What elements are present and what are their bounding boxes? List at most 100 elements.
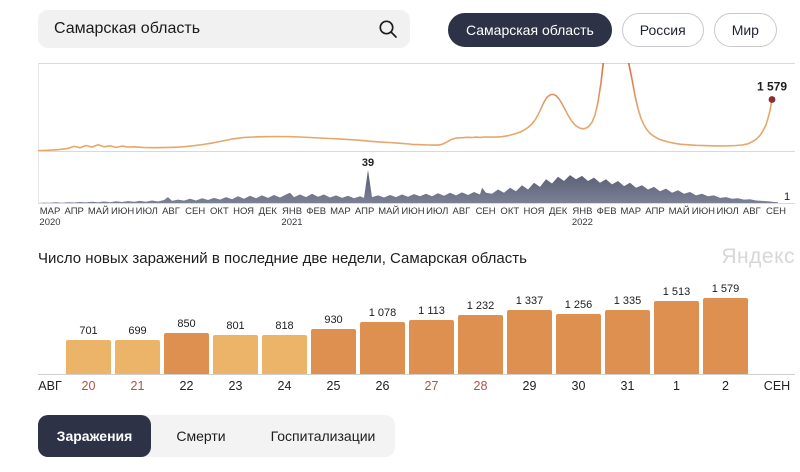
bar-chart-baseline bbox=[38, 374, 795, 375]
bar-value-label: 1 113 bbox=[418, 305, 445, 317]
bar-day-label: 28 bbox=[473, 379, 488, 393]
bar[interactable] bbox=[262, 335, 307, 374]
month-label: СЕН bbox=[475, 206, 496, 217]
bar-value-label: 1 256 bbox=[564, 299, 593, 311]
month-label: АВГ bbox=[162, 206, 180, 217]
bar-value-label: 818 bbox=[275, 320, 294, 332]
bar-value-label: 1 579 bbox=[711, 283, 740, 295]
bar-value-label: 1 078 bbox=[368, 307, 397, 319]
bar[interactable] bbox=[409, 320, 454, 374]
timeline-axis: МАР АПР МАЙ ИЮН ИЮЛ АВГ СЕН ОКТ НОЯ ДЕК ЯНВ ФЕВ МАР А… bbox=[38, 206, 795, 232]
year-label: 2020 bbox=[39, 217, 61, 228]
bar-day-label: 24 bbox=[277, 379, 292, 393]
month-label: МАЙ bbox=[87, 206, 109, 217]
bar-value-label: 1 232 bbox=[466, 300, 495, 312]
region-pill-samara[interactable]: Самарская область bbox=[448, 13, 612, 47]
month-label: ОКТ bbox=[210, 206, 229, 217]
tab-hospitalizations[interactable]: Госпитализации bbox=[270, 428, 376, 444]
bar-value-label: 801 bbox=[226, 320, 245, 332]
search-icon[interactable] bbox=[378, 19, 398, 39]
deaths-area bbox=[38, 170, 778, 203]
bar-day-label: 27 bbox=[424, 379, 439, 393]
bar[interactable] bbox=[458, 315, 503, 374]
bar-day-label: 30 bbox=[571, 379, 586, 393]
bar[interactable] bbox=[115, 340, 160, 374]
bar-value-label: 1 513 bbox=[662, 286, 691, 298]
bar-value-label: 930 bbox=[324, 314, 343, 326]
month-label: ФЕВ bbox=[596, 206, 617, 217]
tab-deaths[interactable]: Смерти bbox=[176, 428, 226, 444]
infections-line bbox=[38, 63, 773, 151]
month-label: ИЮН bbox=[691, 206, 716, 217]
bar-day-label: 22 bbox=[179, 379, 194, 393]
month-label: АПР bbox=[645, 206, 665, 217]
timeline-chart[interactable]: 1 579 39 1 bbox=[38, 63, 795, 204]
month-label: АВГ bbox=[742, 206, 761, 217]
metric-tabs: Заражения Смерти Госпитализации bbox=[38, 415, 395, 457]
search-box[interactable] bbox=[38, 10, 410, 48]
region-switcher: Самарская область Россия Мир bbox=[448, 13, 777, 47]
bar-day-label: 20 bbox=[81, 379, 96, 393]
month-label: ИЮН bbox=[110, 206, 135, 217]
current-value-dot bbox=[768, 96, 776, 103]
infections-current-label: 1 579 bbox=[757, 80, 787, 94]
bar[interactable] bbox=[66, 340, 111, 374]
deaths-peak-label: 39 bbox=[362, 157, 374, 169]
month-label: ОКТ bbox=[500, 206, 520, 217]
deaths-current-label: 1 bbox=[784, 191, 790, 203]
bar-value-label: 699 bbox=[128, 325, 147, 337]
month-label: ИЮЛ bbox=[426, 206, 449, 217]
bar-value-label: 850 bbox=[177, 318, 196, 330]
month-label: ЯНВ bbox=[572, 206, 593, 217]
month-label: ДЕК bbox=[258, 206, 277, 217]
month-label: НОЯ bbox=[233, 206, 255, 217]
bar-day-label: 1 bbox=[673, 379, 680, 393]
bar-value-label: 701 bbox=[79, 325, 98, 337]
bar-axis-month-left: АВГ bbox=[38, 379, 62, 393]
bar[interactable] bbox=[605, 310, 650, 374]
year-label: 2021 bbox=[281, 217, 303, 228]
bar-day-label: 2 bbox=[722, 379, 729, 393]
month-label: АВГ bbox=[452, 206, 471, 217]
month-label: СЕН bbox=[185, 206, 206, 217]
bar-day-label: 31 bbox=[620, 379, 635, 393]
region-pill-russia[interactable]: Россия bbox=[621, 13, 704, 47]
month-label: ИЮЛ bbox=[135, 206, 158, 217]
bar-day-label: 26 bbox=[375, 379, 390, 393]
month-label: ФЕВ bbox=[306, 206, 327, 217]
bar-axis-month-right: СЕН bbox=[763, 379, 791, 393]
month-label: МАР bbox=[330, 206, 351, 217]
bar-value-label: 1 335 bbox=[613, 295, 642, 307]
month-label: ИЮЛ bbox=[716, 206, 739, 217]
month-label: МАЙ bbox=[668, 206, 690, 217]
year-label: 2022 bbox=[571, 217, 593, 228]
bar-value-label: 1 337 bbox=[515, 295, 544, 307]
tab-infections[interactable]: Заражения bbox=[38, 415, 151, 457]
bar[interactable] bbox=[213, 335, 258, 374]
month-label: МАР bbox=[620, 206, 642, 217]
bar[interactable] bbox=[556, 314, 601, 374]
yandex-watermark: Яндекс bbox=[721, 245, 795, 268]
month-label: ЯНВ bbox=[281, 206, 303, 217]
two-weeks-bar-chart: АВГ 701 20 699 21 850 22 801 23 818 24 930 25 1 078 26… bbox=[38, 283, 795, 393]
bar[interactable] bbox=[654, 301, 699, 374]
bar[interactable] bbox=[360, 322, 405, 374]
bar-chart-title: Число новых заражений в последние две не… bbox=[38, 250, 527, 267]
month-label: МАР bbox=[39, 206, 61, 217]
month-label: НОЯ bbox=[523, 206, 545, 217]
bar-day-label: 29 bbox=[522, 379, 537, 393]
bar[interactable] bbox=[311, 329, 356, 374]
month-label: МАЙ bbox=[378, 206, 400, 217]
month-label: АПР bbox=[354, 206, 375, 217]
month-label: СЕН bbox=[765, 206, 787, 217]
bar[interactable] bbox=[703, 298, 748, 374]
bar-day-label: 21 bbox=[130, 379, 145, 393]
search-input[interactable] bbox=[38, 20, 378, 38]
bar-day-label: 23 bbox=[228, 379, 243, 393]
bar-day-label: 25 bbox=[326, 379, 341, 393]
bar[interactable] bbox=[164, 333, 209, 374]
region-pill-world[interactable]: Мир bbox=[713, 13, 777, 47]
month-label: АПР bbox=[64, 206, 84, 217]
bar[interactable] bbox=[507, 310, 552, 374]
